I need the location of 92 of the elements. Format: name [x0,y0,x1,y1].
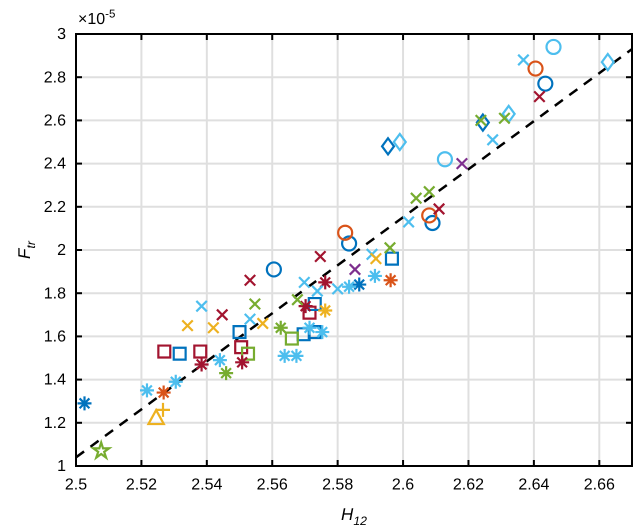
point [193,344,208,359]
point [272,320,289,336]
point [366,248,378,261]
point [348,263,362,276]
point [370,252,382,265]
point [311,284,324,298]
point [244,312,256,326]
point [340,235,358,252]
point [366,268,384,284]
point [424,214,441,232]
y-tick-label: 2.6 [44,112,66,130]
point [384,252,399,266]
y-tick-label: 2.2 [44,198,66,216]
point [266,261,282,278]
point [76,395,93,412]
point [600,52,615,72]
y-tick-label: 3 [57,26,66,44]
x-tick-label: 2.54 [191,476,222,494]
point [402,216,415,228]
point [308,296,322,312]
x-tick-label: 2.62 [452,476,484,494]
x-tick-label: 2.66 [584,476,615,494]
text: ×10$^{-5}$ [78,8,116,28]
point [195,300,208,313]
point [331,282,344,296]
point [302,306,317,320]
point [216,308,229,322]
point [234,354,250,370]
point [317,274,334,290]
point [517,54,530,66]
point [288,348,305,364]
point [301,320,318,336]
point [384,241,396,254]
y-tick-label: 1.2 [44,414,66,432]
point [410,192,422,205]
x-axis-title: H$_{12}$ [341,505,368,528]
y-tick-label: 2 [57,242,66,260]
point [248,298,262,310]
point [154,402,172,418]
y-tick-label: 1.4 [44,372,66,389]
point [314,250,327,263]
x-tick-label: 2.58 [322,476,354,494]
point [380,137,396,156]
point [168,374,184,390]
point [218,365,234,382]
point [456,157,468,170]
point [502,104,516,124]
y-tick-label: 1.6 [44,328,66,346]
point [212,352,228,368]
point [284,332,299,346]
point [422,185,436,198]
x-tick-label: 2.56 [256,476,288,494]
x-tick-label: 2.52 [126,476,158,494]
point [232,325,247,340]
point [147,408,165,426]
point [476,113,490,132]
point [340,278,358,295]
point [432,202,446,216]
point [533,90,546,103]
point [156,384,172,401]
point [276,348,293,364]
point [291,293,304,306]
point [382,272,399,288]
point [240,346,256,361]
point [138,382,156,398]
point [337,224,354,241]
x-tick-label: 2.6 [392,476,414,494]
point [157,344,172,359]
point [244,274,256,287]
x-tick-label: 2.64 [518,476,550,494]
point [181,319,194,332]
point [392,132,407,152]
point [256,317,270,330]
point [351,276,368,293]
point [297,298,314,314]
point [234,340,248,354]
point [545,38,562,56]
point [537,76,554,92]
y-tick-label: 1.8 [44,285,66,302]
point [172,346,187,361]
point [298,276,311,289]
point [317,302,334,319]
x-tick-label: 2.5 [64,476,88,494]
y-tick-label: 2.8 [44,69,66,86]
point [436,151,454,168]
y-tick-label: 2.4 [44,156,66,173]
y-tick-label: 1 [57,458,66,476]
point [207,321,220,334]
point [421,207,438,224]
point [486,133,500,146]
point [314,324,330,340]
point [527,60,544,77]
